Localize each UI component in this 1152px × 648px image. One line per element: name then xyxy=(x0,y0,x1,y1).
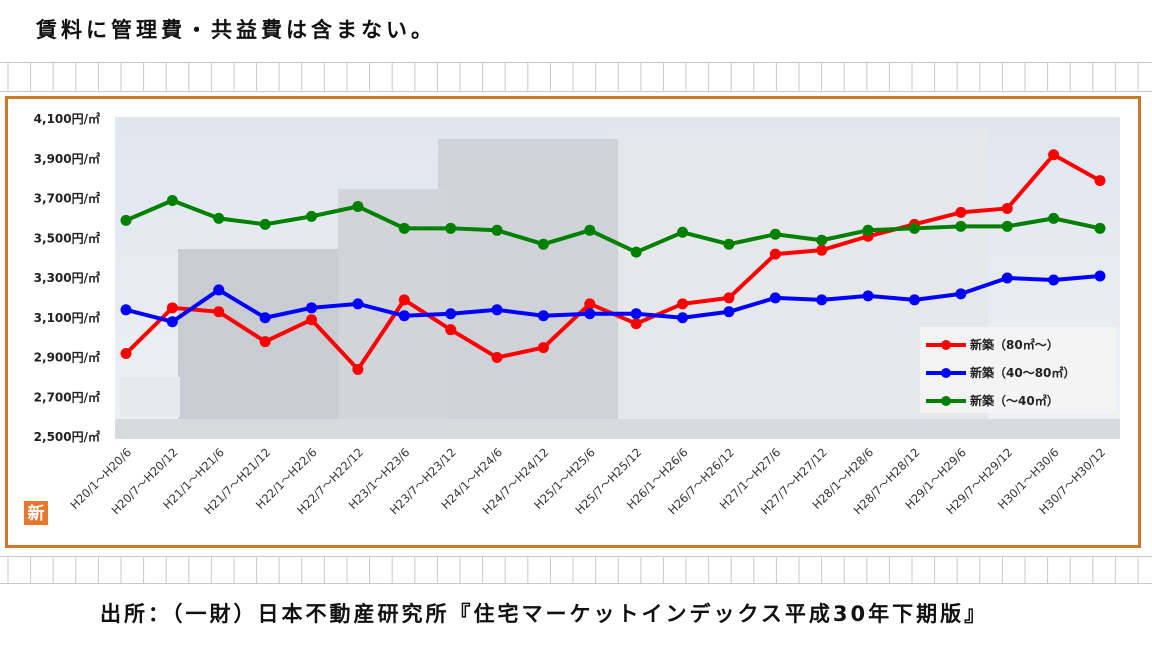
data-point xyxy=(1048,274,1060,286)
data-point xyxy=(445,324,457,336)
x-axis: H20/1～H20/6H20/7～H20/12H21/1～H21/6H21/7～… xyxy=(67,445,1108,517)
data-point xyxy=(398,294,410,306)
data-point xyxy=(120,214,132,226)
y-tick-label: 2,900円/㎡ xyxy=(34,350,100,365)
data-point xyxy=(1094,270,1106,282)
data-point xyxy=(537,238,549,250)
data-point xyxy=(723,292,735,304)
data-point xyxy=(1048,212,1060,224)
data-point xyxy=(584,224,596,236)
y-axis: 2,500円/㎡ 2,700円/㎡ 2,900円/㎡ 3,100円/㎡ 3,300円/㎡… xyxy=(34,111,100,444)
series-line xyxy=(125,198,1101,255)
data-point xyxy=(723,238,735,250)
data-point xyxy=(213,212,225,224)
data-point xyxy=(630,318,642,330)
data-point xyxy=(862,224,874,236)
data-point xyxy=(1001,220,1013,232)
data-point xyxy=(259,336,271,348)
data-point xyxy=(677,298,689,310)
series-line xyxy=(125,274,1101,324)
data-point xyxy=(630,246,642,258)
y-tick-label: 3,300円/㎡ xyxy=(34,270,100,285)
data-point xyxy=(213,284,225,296)
data-point xyxy=(1001,202,1013,214)
data-point xyxy=(769,228,781,240)
y-tick-label: 2,700円/㎡ xyxy=(34,389,100,404)
legend: 新築（80㎡～） 新築（40～80㎡） 新築（～40㎡） xyxy=(920,327,1116,413)
data-point xyxy=(398,222,410,234)
data-point xyxy=(352,363,364,375)
data-point xyxy=(862,290,874,302)
data-point xyxy=(491,224,503,236)
legend-label: 新築（～40㎡） xyxy=(970,393,1059,408)
data-point xyxy=(306,210,318,222)
data-point xyxy=(306,302,318,314)
data-point xyxy=(1094,175,1106,187)
legend-swatch-marker xyxy=(941,340,951,350)
data-point xyxy=(816,294,828,306)
data-point xyxy=(1094,222,1106,234)
logo-char: 新 xyxy=(28,503,45,524)
data-point xyxy=(769,292,781,304)
data-point xyxy=(166,316,178,328)
y-tick-label: 2,500円/㎡ xyxy=(34,429,100,444)
data-point xyxy=(445,308,457,320)
legend-swatch-marker xyxy=(941,368,951,378)
data-point xyxy=(908,294,920,306)
data-point xyxy=(352,298,364,310)
series-points xyxy=(120,149,1106,375)
series-lines xyxy=(124,152,1101,372)
data-point xyxy=(537,342,549,354)
logo-badge: 新 xyxy=(24,501,48,525)
chart-frame: 2,500円/㎡ 2,700円/㎡ 2,900円/㎡ 3,100円/㎡ 3,300円/㎡… xyxy=(5,96,1141,548)
y-tick-label: 3,500円/㎡ xyxy=(34,230,100,245)
data-point xyxy=(259,312,271,324)
data-point xyxy=(584,308,596,320)
data-point xyxy=(955,206,967,218)
data-point xyxy=(213,306,225,318)
legend-label: 新築（80㎡～） xyxy=(970,337,1059,352)
y-tick-label: 4,100円/㎡ xyxy=(34,111,100,126)
data-point xyxy=(491,352,503,363)
data-point xyxy=(166,302,178,314)
data-point xyxy=(259,218,271,230)
data-point xyxy=(816,244,828,256)
caption-top: 賃料に管理費・共益費は含まない。 xyxy=(36,18,436,42)
data-point xyxy=(955,220,967,232)
data-point xyxy=(584,298,596,310)
data-point xyxy=(537,310,549,322)
data-point xyxy=(677,226,689,238)
y-tick-label: 3,100円/㎡ xyxy=(34,310,100,325)
background-photo xyxy=(115,117,1120,439)
data-point xyxy=(816,234,828,246)
data-point xyxy=(908,222,920,234)
data-point xyxy=(398,310,410,322)
data-point xyxy=(769,248,781,260)
data-point xyxy=(166,194,178,206)
data-point xyxy=(955,288,967,300)
data-point xyxy=(120,348,132,360)
decorative-grid-band-top xyxy=(0,62,1152,92)
data-point xyxy=(1048,149,1060,161)
caption-bottom: 出所：（一財）日本不動産研究所『住宅マーケットインデックス平成30年下期版』 xyxy=(100,602,989,626)
data-point xyxy=(306,314,318,326)
legend-label: 新築（40～80㎡） xyxy=(970,365,1075,380)
data-point xyxy=(723,306,735,318)
data-point xyxy=(120,304,132,316)
y-tick-label: 3,900円/㎡ xyxy=(34,151,100,166)
decorative-grid-band-bottom xyxy=(0,556,1152,584)
y-tick-label: 3,700円/㎡ xyxy=(34,191,100,206)
data-point xyxy=(1001,272,1013,284)
line-chart: 2,500円/㎡ 2,700円/㎡ 2,900円/㎡ 3,100円/㎡ 3,300円/㎡… xyxy=(24,111,1120,525)
data-point xyxy=(445,222,457,234)
data-point xyxy=(491,304,503,316)
legend-swatch-marker xyxy=(941,396,951,406)
data-point xyxy=(677,312,689,324)
data-point xyxy=(630,308,642,320)
data-point xyxy=(352,200,364,212)
